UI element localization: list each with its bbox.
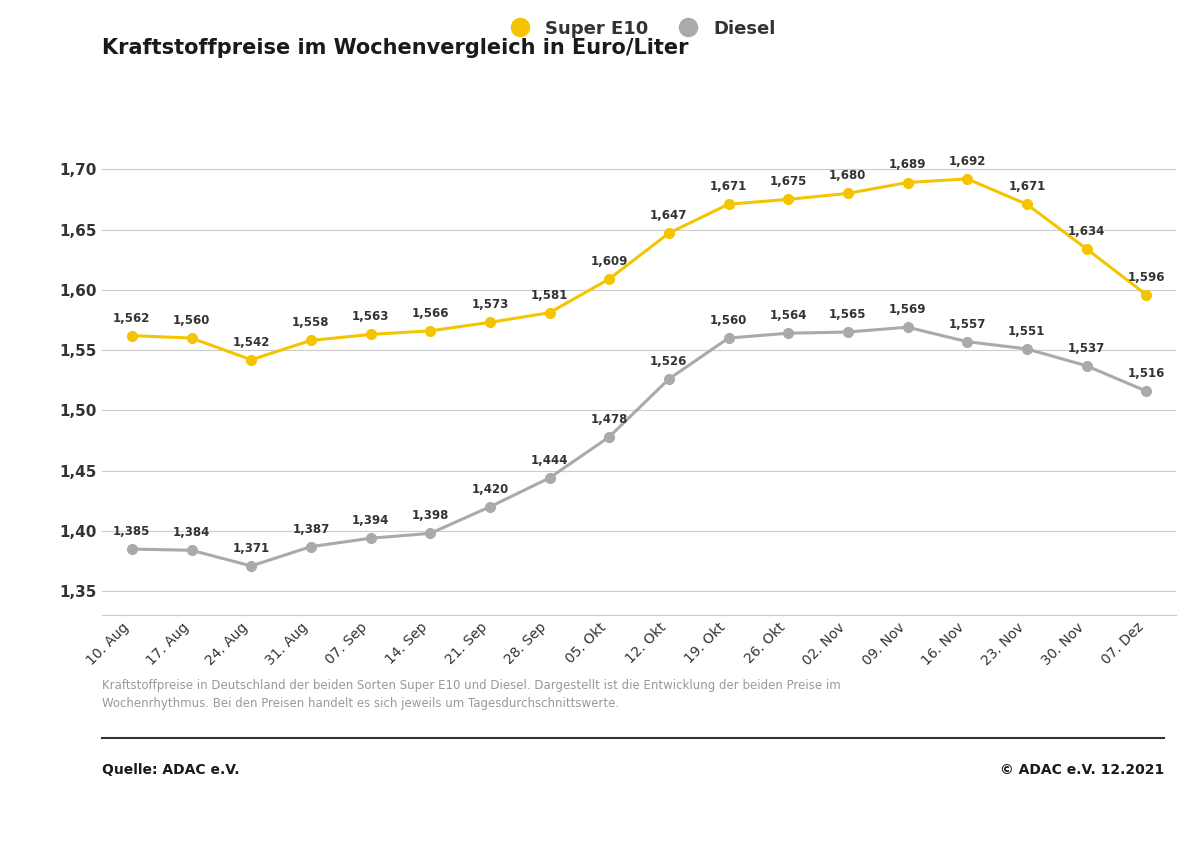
Text: 1,516: 1,516 xyxy=(1128,367,1165,380)
Text: 1,526: 1,526 xyxy=(650,355,688,368)
Text: 1,384: 1,384 xyxy=(173,526,210,540)
Text: 1,562: 1,562 xyxy=(113,312,150,325)
Text: 1,596: 1,596 xyxy=(1128,271,1165,283)
Text: 1,671: 1,671 xyxy=(710,180,748,193)
Text: 1,569: 1,569 xyxy=(889,303,926,316)
Text: 1,573: 1,573 xyxy=(472,298,509,311)
Text: 1,692: 1,692 xyxy=(948,155,986,168)
Text: 1,671: 1,671 xyxy=(1008,180,1045,193)
Text: 1,371: 1,371 xyxy=(233,542,270,555)
Text: 1,609: 1,609 xyxy=(590,255,628,268)
Text: 1,634: 1,634 xyxy=(1068,225,1105,238)
Text: 1,563: 1,563 xyxy=(352,310,389,324)
Text: 1,675: 1,675 xyxy=(769,175,806,188)
Text: 1,420: 1,420 xyxy=(472,483,509,496)
Text: 1,689: 1,689 xyxy=(889,158,926,171)
Text: 1,394: 1,394 xyxy=(352,514,389,527)
Text: 1,558: 1,558 xyxy=(292,316,330,330)
Text: 1,565: 1,565 xyxy=(829,308,866,321)
Text: 1,542: 1,542 xyxy=(233,336,270,349)
Text: 1,647: 1,647 xyxy=(650,209,688,222)
Text: 1,387: 1,387 xyxy=(293,523,330,535)
Text: Kraftstoffpreise im Wochenvergleich in Euro/Liter: Kraftstoffpreise im Wochenvergleich in E… xyxy=(102,38,689,58)
Text: 1,551: 1,551 xyxy=(1008,325,1045,338)
Text: 1,560: 1,560 xyxy=(173,314,210,327)
Text: 1,564: 1,564 xyxy=(769,309,806,322)
Text: 1,478: 1,478 xyxy=(590,413,628,426)
Legend: Super E10, Diesel: Super E10, Diesel xyxy=(494,13,784,45)
Text: 1,444: 1,444 xyxy=(530,454,569,467)
Text: 1,560: 1,560 xyxy=(710,314,748,327)
Text: © ADAC e.V. 12.2021: © ADAC e.V. 12.2021 xyxy=(1000,763,1164,777)
Text: Kraftstoffpreise in Deutschland der beiden Sorten Super E10 und Diesel. Dargeste: Kraftstoffpreise in Deutschland der beid… xyxy=(102,679,841,710)
Text: 1,385: 1,385 xyxy=(113,525,150,538)
Text: 1,581: 1,581 xyxy=(530,288,568,302)
Text: 1,537: 1,537 xyxy=(1068,341,1105,355)
Text: Quelle: ADAC e.V.: Quelle: ADAC e.V. xyxy=(102,763,240,777)
Text: 1,680: 1,680 xyxy=(829,169,866,182)
Text: 1,557: 1,557 xyxy=(948,318,986,330)
Text: 1,566: 1,566 xyxy=(412,307,449,319)
Text: 1,398: 1,398 xyxy=(412,509,449,523)
